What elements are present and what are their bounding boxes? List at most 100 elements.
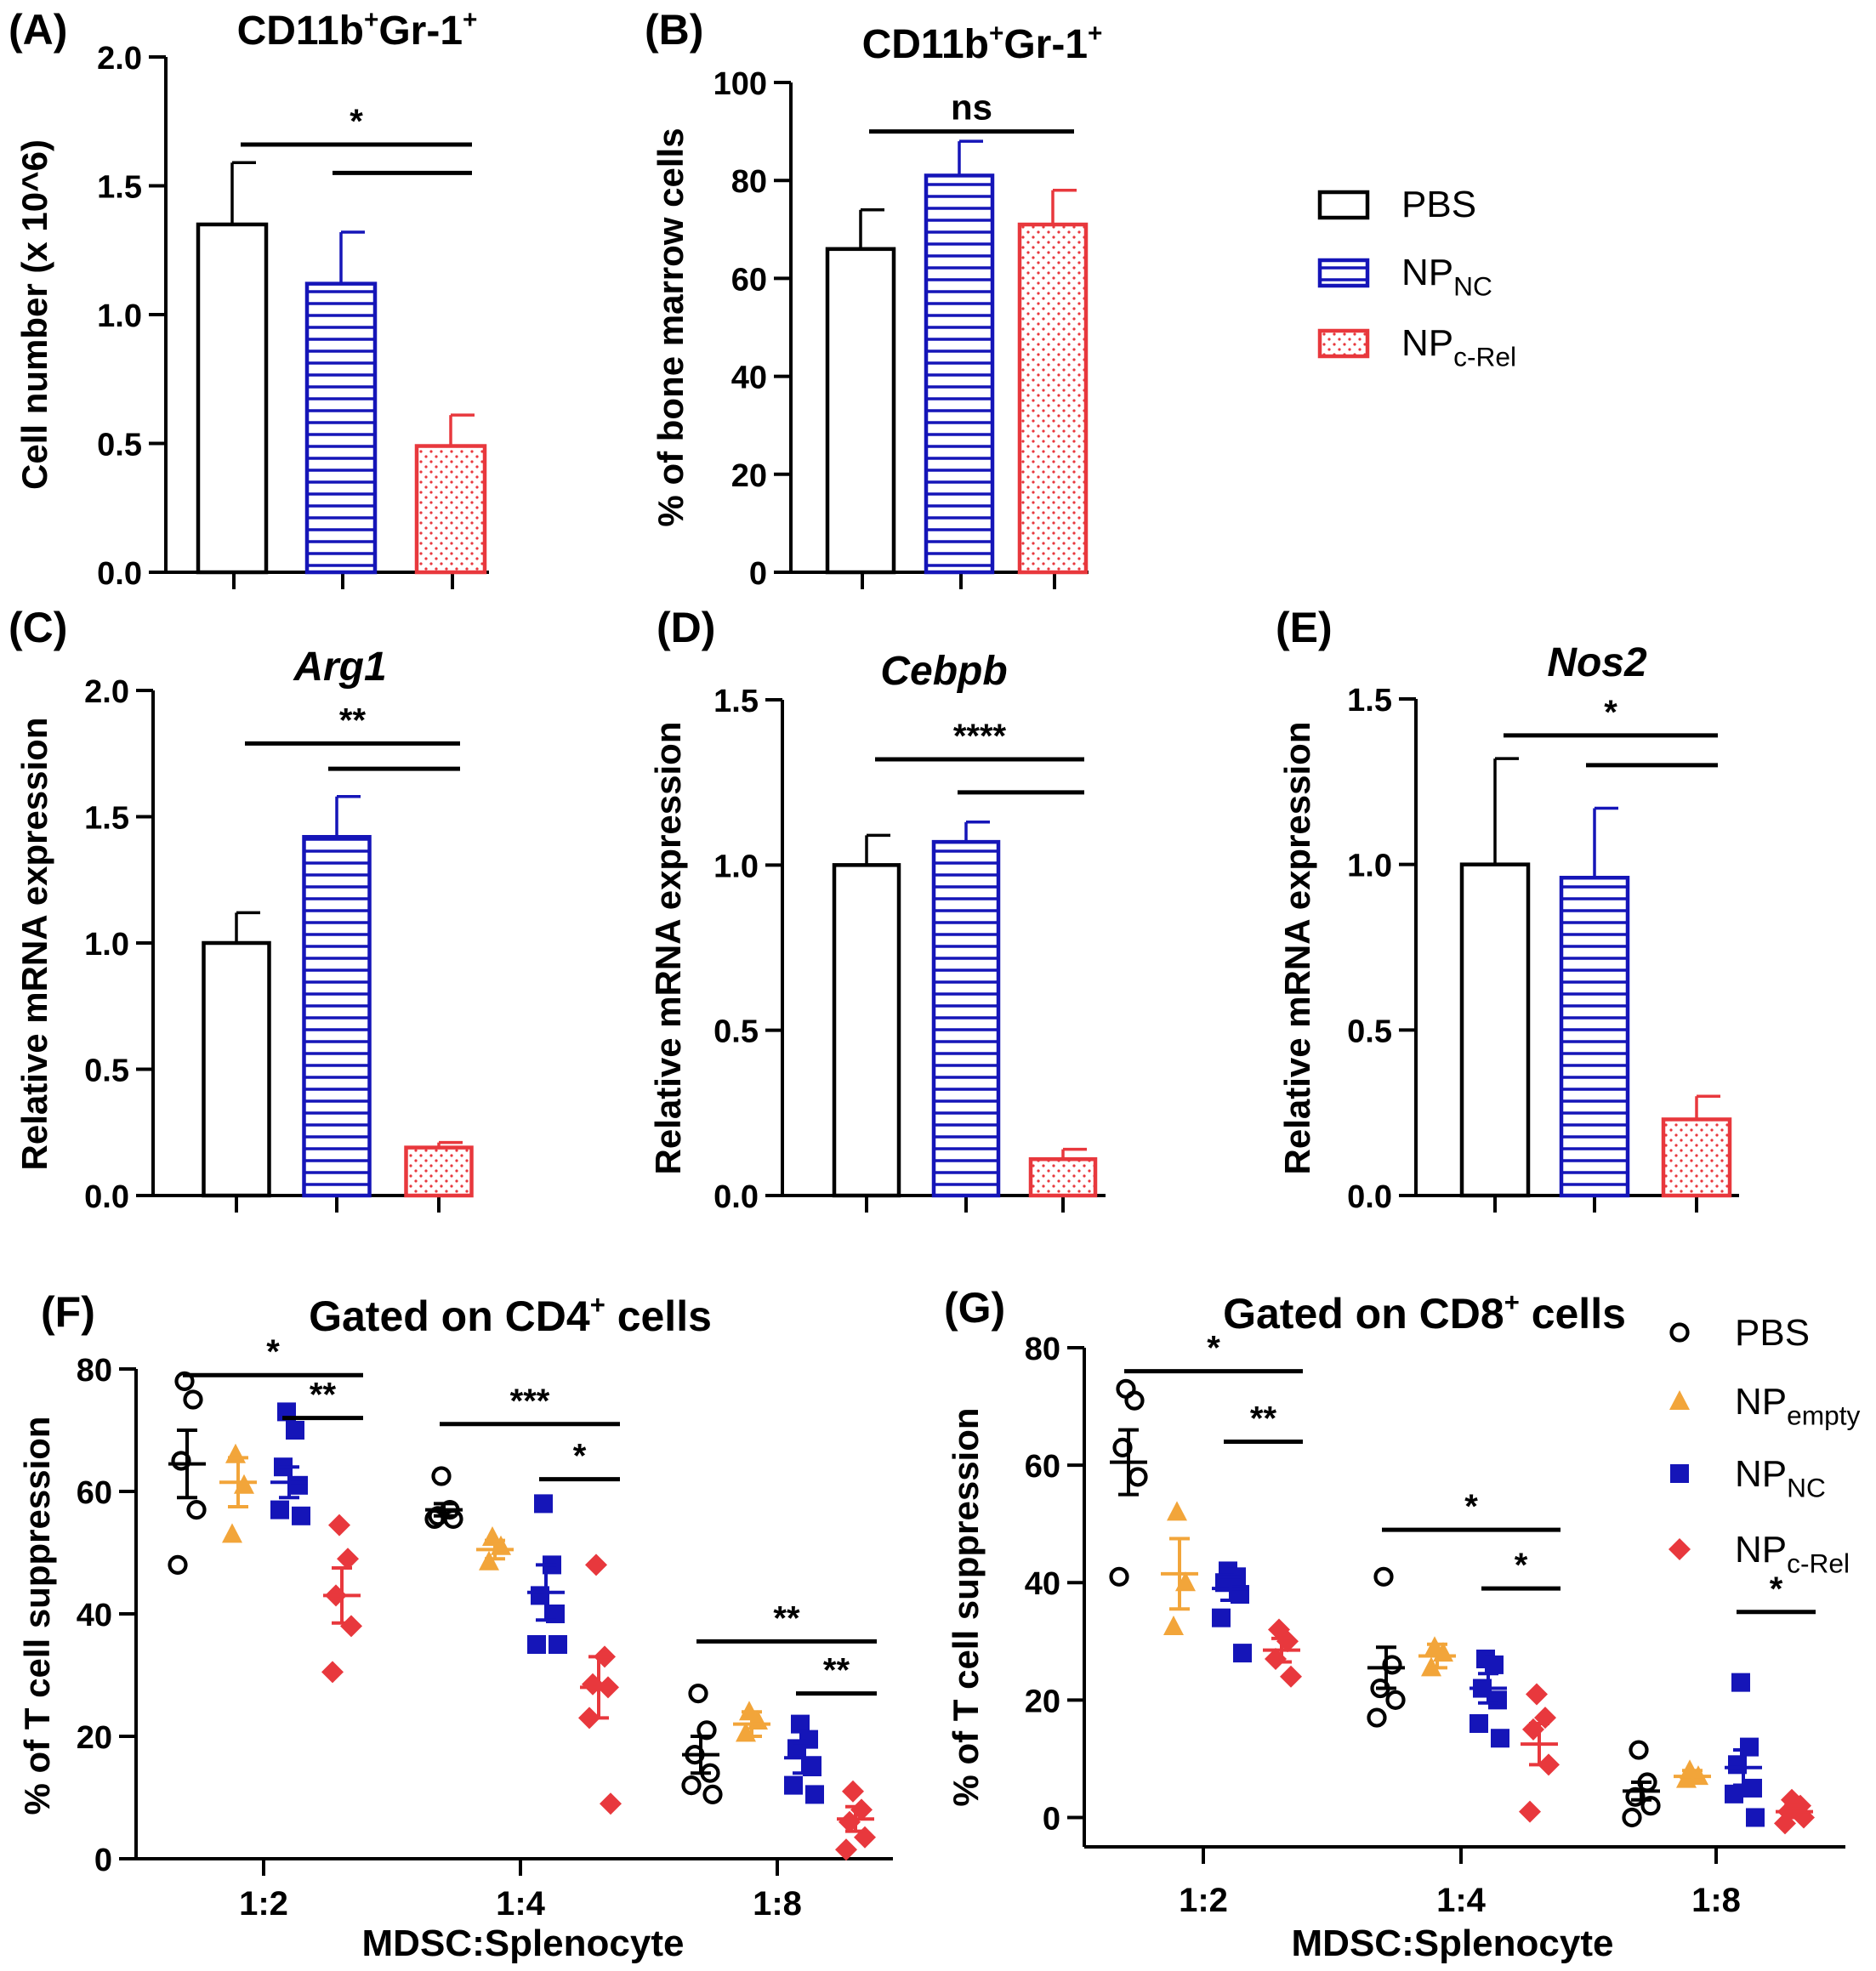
- legend-swatch-np_nc: [1317, 258, 1370, 288]
- panel7-point-np_nc: [1743, 1778, 1762, 1798]
- panel2-label: (B): [645, 6, 703, 54]
- panel6-xtick-label: 1:4: [496, 1885, 546, 1923]
- panel7-xtick-label: 1:4: [1436, 1882, 1487, 1919]
- panel7-ytick-label: 40: [1025, 1566, 1060, 1602]
- panel2-ytick-label: 60: [731, 262, 767, 298]
- panel6-point-np_empty: [225, 1443, 246, 1463]
- panel3-ylabel: Relative mRNA expression: [14, 718, 54, 1171]
- panel6-xtick-label: 1:2: [239, 1885, 288, 1923]
- panel7-title: Gated on CD8+ cells: [1223, 1287, 1626, 1338]
- panel7-point-pbs: [1382, 1655, 1402, 1675]
- panel3-ytick-label: 2.0: [84, 674, 129, 710]
- panel6-point-pbs: [186, 1499, 207, 1520]
- panel1-bar-np_nc: [304, 281, 378, 575]
- panel7-label: (G): [944, 1284, 1005, 1332]
- panel6-significance-label: *: [573, 1438, 587, 1475]
- panel6-point-np_crel: [835, 1838, 857, 1861]
- panel7-point-pbs: [1625, 1786, 1646, 1807]
- panel7-significance-label: *: [1515, 1547, 1528, 1584]
- panel4-title: Cebpb: [880, 649, 1007, 694]
- panel6-ytick-label: 80: [77, 1353, 112, 1389]
- panel6-point-np_crel: [600, 1792, 622, 1815]
- panel7-ylabel: % of T cell suppression: [946, 1407, 986, 1806]
- panel6-point-pbs: [696, 1720, 717, 1741]
- panel2-title: CD11b+Gr-1+: [862, 20, 1103, 67]
- panel2-ytick-label: 100: [713, 66, 767, 102]
- panel4-significance-label: ****: [953, 718, 1007, 755]
- panel6-point-np_nc: [527, 1635, 546, 1654]
- panel3-significance-label: **: [339, 701, 367, 739]
- panel2-bar-pbs: [825, 247, 896, 575]
- panel6-ylabel: % of T cell suppression: [17, 1416, 57, 1815]
- panel7-point-pbs: [1128, 1467, 1148, 1487]
- panel3-bar-np_crel: [404, 1145, 474, 1198]
- panel6-point-pbs: [688, 1683, 708, 1704]
- panel7-ytick-label: 0: [1043, 1801, 1060, 1837]
- panel7-xtick-label: 1:8: [1691, 1882, 1741, 1919]
- panel5-ytick-label: 0.0: [1347, 1179, 1392, 1215]
- panel7-point-np_nc: [1485, 1655, 1504, 1674]
- legend-scatter-label-pbs: PBS: [1735, 1312, 1810, 1354]
- panel7-point-np_nc: [1725, 1784, 1743, 1803]
- panel6-point-pbs: [431, 1466, 452, 1486]
- panel7-point-np_nc: [1470, 1713, 1488, 1733]
- panel4-ytick-label: 1.0: [713, 849, 759, 884]
- panel5-label: (E): [1276, 604, 1333, 651]
- panel6-point-np_crel: [321, 1661, 344, 1684]
- panel6-point-np_nc: [534, 1494, 553, 1514]
- panel4-ylabel: Relative mRNA expression: [648, 722, 688, 1175]
- panel4-bar-np_crel: [1028, 1156, 1098, 1198]
- panel6-point-np_crel: [585, 1554, 607, 1576]
- panel7-point-pbs: [1373, 1566, 1394, 1587]
- panel5-significance-label: *: [1604, 694, 1617, 731]
- panel5-title: Nos2: [1547, 640, 1647, 685]
- panel6-point-np_crel: [328, 1514, 350, 1536]
- panel5-bar-np_nc: [1559, 875, 1630, 1198]
- panel6-significance-label: ***: [510, 1383, 550, 1420]
- legend-marker-np_crel: [1669, 1538, 1691, 1560]
- panel6-point-pbs: [168, 1554, 188, 1576]
- panel7-point-np_crel: [1280, 1665, 1302, 1688]
- panel3-bar-pbs: [202, 940, 271, 1198]
- legend-swatch-np_crel: [1317, 328, 1370, 359]
- panel6-xtick-label: 1:8: [753, 1885, 802, 1923]
- panel6-point-np_nc: [549, 1635, 567, 1654]
- panel6-point-np_nc: [292, 1506, 310, 1525]
- panel6-significance-label: **: [823, 1652, 850, 1690]
- panel2-ytick-label: 80: [731, 164, 767, 200]
- panel1-ytick-label: 1.5: [97, 170, 142, 206]
- panel7-point-np_nc: [1746, 1808, 1765, 1827]
- panel7-point-pbs: [1385, 1690, 1406, 1710]
- panel7-ytick-label: 60: [1025, 1449, 1060, 1485]
- legend-marker-np_nc: [1670, 1464, 1689, 1483]
- panel1-ytick-label: 0.5: [97, 428, 142, 463]
- panel6-xlabel: MDSC:Splenocyte: [362, 1923, 685, 1964]
- panel4-ytick-label: 0.5: [713, 1014, 759, 1050]
- panel6-point-np_nc: [805, 1785, 824, 1804]
- panel6-ytick-label: 60: [77, 1475, 112, 1511]
- panel6-point-pbs: [183, 1389, 203, 1410]
- panel1-bar-np_crel: [414, 444, 487, 575]
- panel7-point-pbs: [1367, 1707, 1387, 1728]
- panel7-point-np_empty: [1167, 1501, 1187, 1521]
- panel6-ytick-label: 0: [94, 1843, 112, 1878]
- panel6-point-np_nc: [270, 1500, 289, 1519]
- panel6-point-np_nc: [286, 1421, 304, 1440]
- panel7-significance-label: *: [1207, 1330, 1220, 1367]
- panel5-ytick-label: 1.5: [1347, 683, 1392, 719]
- panel7-point-pbs: [1622, 1807, 1642, 1828]
- panel4-bar-pbs: [832, 863, 901, 1198]
- legend-scatter-label-np_empty: NPempty: [1735, 1381, 1861, 1430]
- panel4-ytick-label: 1.5: [713, 684, 759, 719]
- panel6-label: (F): [41, 1288, 95, 1336]
- panel3-title: Arg1: [293, 645, 386, 690]
- panel7-point-np_nc: [1491, 1729, 1509, 1748]
- panel2-ytick-label: 40: [731, 361, 767, 396]
- legend-label-pbs: PBS: [1401, 184, 1476, 225]
- panel6-point-np_nc: [289, 1475, 308, 1495]
- panel7-ytick-label: 20: [1025, 1684, 1060, 1719]
- panel7-point-pbs: [1112, 1437, 1133, 1458]
- panel2-bar-np_crel: [1017, 222, 1089, 575]
- panel7-significance-label: **: [1250, 1400, 1277, 1437]
